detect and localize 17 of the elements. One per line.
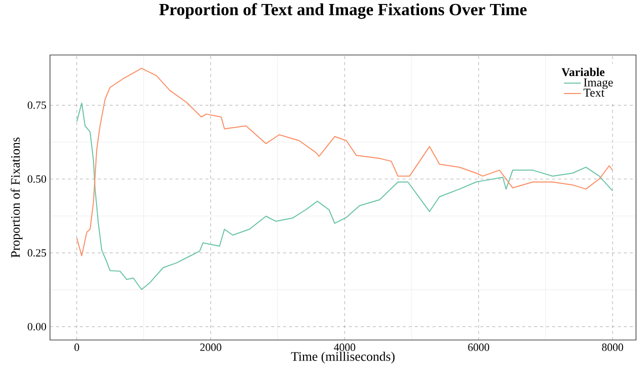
legend-label: Text: [584, 88, 604, 97]
legend-title: Variable: [562, 68, 604, 76]
x-tick-label: 4000: [334, 344, 356, 351]
x-tick-label: 0: [74, 344, 80, 351]
x-tick-label: 2000: [200, 344, 222, 351]
y-tick-label: 0.75: [28, 101, 46, 109]
x-axis-title: Time (milliseconds): [291, 352, 395, 364]
x-tick-label: 8000: [602, 344, 624, 351]
y-tick-label: 0.25: [28, 249, 46, 257]
y-tick-label: 0.50: [28, 175, 46, 183]
y-tick-label: 0.00: [28, 322, 46, 330]
x-tick-label: 6000: [468, 344, 490, 351]
line-series: [76, 102, 614, 290]
legend-label: Image: [584, 78, 613, 89]
line-series: [76, 68, 614, 256]
y-axis-title: Proportion of Fixations: [10, 138, 22, 258]
chart-title: Proportion of Text and Image Fixations Over Time: [159, 3, 527, 19]
